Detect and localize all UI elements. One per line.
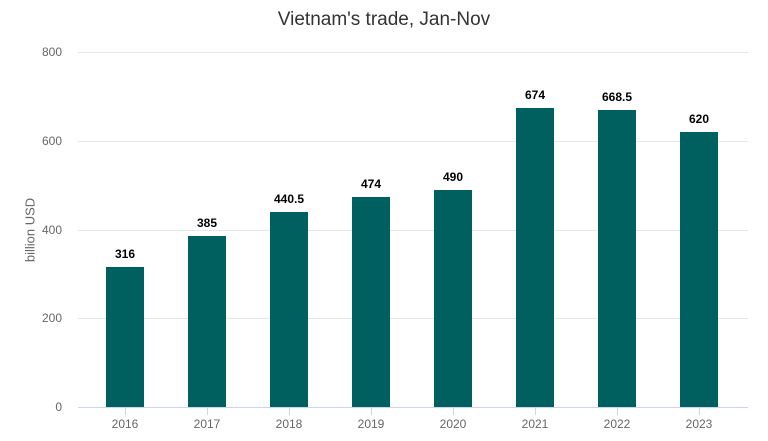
y-axis-label: billion USD <box>22 197 38 263</box>
bar-value-label: 620 <box>688 111 710 126</box>
y-tick-label: 600 <box>41 134 62 148</box>
x-tick-label: 2017 <box>193 417 221 431</box>
bar-2020[interactable] <box>434 189 472 407</box>
gridline <box>78 318 748 319</box>
x-tick-label: 2016 <box>111 417 139 431</box>
x-tick-mark <box>371 407 372 415</box>
bar-value-label: 316 <box>114 246 136 261</box>
gridline <box>78 52 748 53</box>
gridline <box>78 141 748 142</box>
bar-value-label: 674 <box>524 87 546 102</box>
bar-2021[interactable] <box>516 107 554 407</box>
bar-value-label: 474 <box>360 176 382 191</box>
bar-2017[interactable] <box>188 236 226 407</box>
bar-2023[interactable] <box>680 131 718 407</box>
bar-2016[interactable] <box>106 266 144 407</box>
bar-value-label: 385 <box>196 216 218 231</box>
x-tick-mark <box>207 407 208 415</box>
x-tick-label: 2018 <box>275 417 303 431</box>
x-tick-label: 2022 <box>603 417 631 431</box>
x-tick-mark <box>699 407 700 415</box>
chart-title: Vietnam's trade, Jan-Nov <box>277 9 491 30</box>
y-tick-label: 0 <box>55 400 62 414</box>
x-tick-label: 2023 <box>685 417 713 431</box>
x-tick-label: 2020 <box>439 417 467 431</box>
x-tick-mark <box>535 407 536 415</box>
y-tick-label: 200 <box>41 311 62 325</box>
x-axis-line <box>78 407 748 408</box>
x-tick-label: 2019 <box>357 417 385 431</box>
bar-2018[interactable] <box>270 211 308 407</box>
bar-2022[interactable] <box>598 110 636 407</box>
gridline <box>78 230 748 231</box>
bar-value-label: 668.5 <box>601 90 633 105</box>
bar-value-label: 490 <box>442 169 464 184</box>
bar-value-label: 440.5 <box>273 191 305 206</box>
y-tick-label: 400 <box>41 223 62 237</box>
y-tick-label: 800 <box>41 45 62 59</box>
x-tick-label: 2021 <box>521 417 549 431</box>
bar-2019[interactable] <box>352 196 390 407</box>
x-tick-mark <box>125 407 126 415</box>
x-tick-mark <box>617 407 618 415</box>
x-tick-mark <box>453 407 454 415</box>
x-tick-mark <box>289 407 290 415</box>
